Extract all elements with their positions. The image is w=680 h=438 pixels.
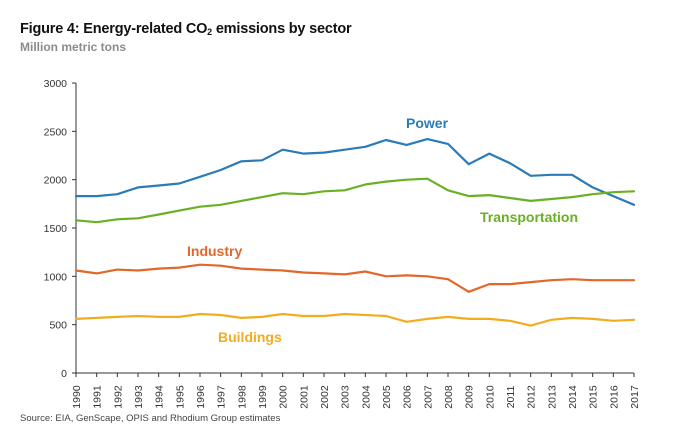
x-tick-label: 2013 [546, 385, 558, 409]
y-tick-label: 3000 [44, 78, 68, 90]
series-label-power: Power [406, 115, 449, 131]
x-axis: 1990 1991 1992 1993 1994 1995 1996 1997 1998 1999… [71, 372, 641, 409]
series-line-transportation [74, 177, 636, 224]
series-line-power [74, 138, 636, 206]
series-labels: Power Transportation Industry Buildings [187, 115, 578, 345]
y-tick-label: 1500 [44, 223, 68, 235]
x-tick-label: 2011 [505, 386, 517, 409]
y-tick-label: 2000 [44, 175, 68, 187]
x-tick-label: 2004 [360, 385, 372, 409]
chart-title: Figure 4: Energy-related CO2 emissions b… [20, 21, 352, 37]
series-lines [74, 138, 636, 327]
x-tick-label: 2017 [629, 385, 641, 409]
x-tick-label: 2009 [464, 385, 476, 409]
x-tick-label: 1995 [174, 385, 186, 409]
x-tick-label: 2002 [319, 385, 331, 409]
y-tick-label: 500 [49, 320, 67, 332]
y-axis: 0 500 1000 1500 2000 2500 3000 [44, 78, 77, 380]
x-tick-label: 2003 [340, 385, 352, 409]
series-line-industry [74, 263, 636, 293]
x-tick-label: 2007 [422, 385, 434, 409]
x-tick-label: 2016 [608, 385, 620, 409]
x-tick-label: 1993 [133, 385, 145, 409]
x-tick-label: 2008 [443, 385, 455, 409]
y-tick-label: 2500 [44, 126, 68, 138]
x-tick-label: 2010 [484, 385, 496, 409]
x-tick-label: 2001 [298, 385, 310, 409]
x-tick-label: 1997 [216, 385, 228, 409]
y-tick-label: 0 [61, 368, 67, 380]
x-tick-label: 2000 [278, 385, 290, 409]
x-tick-label: 1998 [236, 385, 248, 409]
x-tick-label: 2015 [588, 385, 600, 409]
x-tick-label: 1992 [112, 385, 124, 409]
x-tick-label: 1994 [154, 385, 166, 409]
x-tick-label: 1996 [195, 385, 207, 409]
series-label-buildings: Buildings [218, 329, 282, 345]
x-tick-label: 2005 [381, 385, 393, 409]
x-tick-label: 1990 [71, 385, 83, 409]
series-label-industry: Industry [187, 243, 242, 259]
x-tick-label: 2014 [567, 385, 579, 409]
y-tick-label: 1000 [44, 271, 68, 283]
series-line-buildings [74, 312, 636, 327]
x-tick-label: 1991 [92, 385, 104, 409]
x-tick-label: 2012 [526, 385, 538, 409]
source-note: Source: EIA, GenScape, OPIS and Rhodium … [20, 413, 281, 424]
x-tick-label: 1999 [257, 385, 269, 409]
x-tick-label: 2006 [402, 385, 414, 409]
series-label-transportation: Transportation [480, 209, 578, 225]
chart-subtitle: Million metric tons [20, 40, 127, 54]
